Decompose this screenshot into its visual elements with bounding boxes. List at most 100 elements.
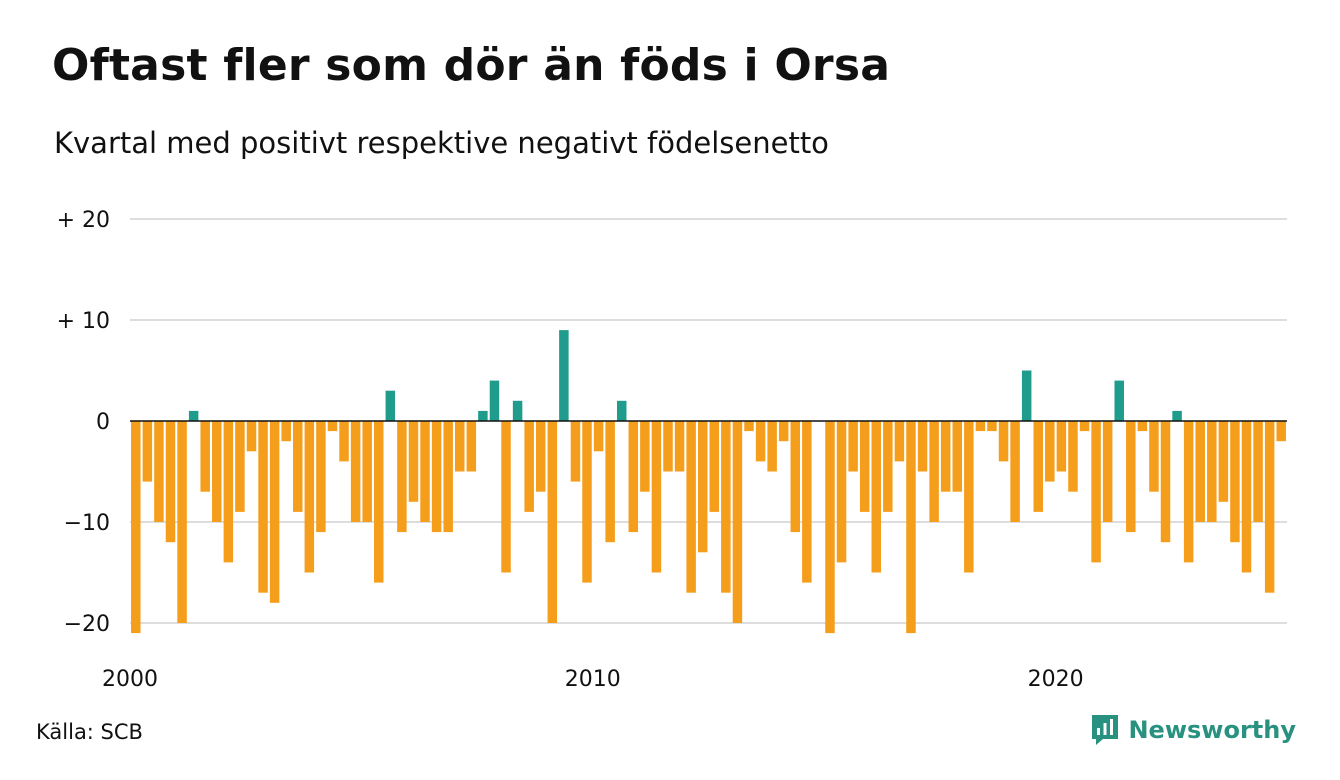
bar-negative: [940, 421, 951, 492]
bar-negative: [987, 421, 997, 432]
bar-negative: [755, 421, 766, 462]
bar-negative: [732, 421, 743, 623]
bar-negative: [1230, 421, 1240, 543]
bar-negative: [1079, 421, 1090, 432]
bar-negative: [790, 421, 801, 533]
bar-negative: [1068, 421, 1078, 492]
bar-negative: [397, 421, 407, 533]
bar-negative: [582, 421, 592, 583]
bar-positive: [616, 400, 627, 421]
bar-negative: [697, 421, 708, 553]
bar-negative: [501, 421, 511, 573]
bar-negative: [836, 421, 847, 563]
bar-positive: [559, 330, 569, 421]
bar-negative: [235, 421, 245, 512]
bar-negative: [431, 421, 442, 533]
bar-negative: [1126, 421, 1136, 533]
bar-negative: [848, 421, 858, 472]
bar-negative: [408, 421, 419, 502]
y-tick-label: + 10: [57, 309, 110, 334]
bar-negative: [1102, 421, 1113, 522]
y-tick-label: −10: [64, 511, 110, 536]
bar-negative: [640, 421, 650, 492]
bar-positive: [188, 410, 199, 421]
bar-negative: [859, 421, 870, 512]
chart-title: Oftast fler som dör än föds i Orsa: [52, 40, 891, 91]
bar-negative: [1137, 421, 1148, 432]
bar-negative: [316, 421, 326, 533]
bar-negative: [223, 421, 234, 563]
bar-negative: [547, 421, 558, 623]
bar-negative: [802, 421, 812, 583]
bar-positive: [489, 380, 500, 421]
bar-negative: [1264, 421, 1275, 593]
bar-negative: [350, 421, 361, 522]
bar-negative: [327, 421, 338, 432]
bar-negative: [212, 421, 222, 522]
x-tick-label: 2020: [1028, 667, 1084, 692]
bar-negative: [767, 421, 777, 472]
bar-positive: [512, 400, 523, 421]
bar-negative: [1033, 421, 1043, 512]
y-tick-label: + 20: [57, 208, 110, 233]
bar-negative: [871, 421, 882, 573]
bar-negative: [778, 421, 789, 442]
bar-negative: [1195, 421, 1205, 522]
bar-negative: [686, 421, 696, 593]
bar-negative: [177, 421, 187, 623]
brand-name: Newsworthy: [1128, 716, 1296, 744]
bar-negative: [894, 421, 905, 462]
bar-negative: [1276, 421, 1286, 442]
bar-negative: [1218, 421, 1229, 502]
bar-negative: [1253, 421, 1263, 522]
bar-negative: [362, 421, 372, 522]
bar-negative: [593, 421, 604, 452]
bar-negative: [1160, 421, 1171, 543]
bar-negative: [524, 421, 534, 512]
bar-negative: [1056, 421, 1067, 472]
bar-negative: [628, 421, 639, 533]
bar-negative: [1183, 421, 1194, 563]
bar-negative: [258, 421, 268, 593]
bar-negative: [1241, 421, 1252, 573]
bar-negative: [154, 421, 164, 522]
bar-negative: [964, 421, 974, 573]
x-tick-label: 2010: [565, 667, 621, 692]
newsworthy-logo: Newsworthy: [1090, 713, 1296, 747]
bar-positive: [478, 410, 488, 421]
bar-negative: [269, 421, 280, 603]
bar-negative: [165, 421, 176, 543]
bar-negative: [917, 421, 928, 472]
bar-negative: [1207, 421, 1217, 522]
bar-negative: [651, 421, 662, 573]
bar-negative: [304, 421, 315, 573]
x-tick-label: 2000: [102, 667, 158, 692]
bar-negative: [443, 421, 453, 533]
newsworthy-icon: [1092, 715, 1119, 745]
y-tick-label: −20: [64, 612, 110, 637]
bar-positive: [1172, 410, 1182, 421]
bar-negative: [535, 421, 546, 492]
bar-negative: [570, 421, 581, 482]
bar-negative: [200, 421, 210, 492]
bar-negative: [721, 421, 731, 593]
bar-negative: [420, 421, 430, 522]
bar-negative: [998, 421, 1009, 462]
bar-negative: [906, 421, 916, 634]
bar-negative: [975, 421, 986, 432]
bar-negative: [744, 421, 754, 432]
bar-negative: [605, 421, 615, 543]
y-tick-label: 0: [96, 410, 110, 435]
bar-negative: [281, 421, 291, 442]
bar-negative: [142, 421, 153, 482]
bar-negative: [952, 421, 962, 492]
bar-negative: [131, 421, 141, 634]
bar-negative: [929, 421, 939, 522]
bar-negative: [663, 421, 673, 472]
bar-negative: [1091, 421, 1101, 563]
bar-negative: [246, 421, 257, 452]
bar-negative: [825, 421, 835, 634]
bar-positive: [1114, 380, 1124, 421]
bar-positive: [1021, 370, 1032, 421]
